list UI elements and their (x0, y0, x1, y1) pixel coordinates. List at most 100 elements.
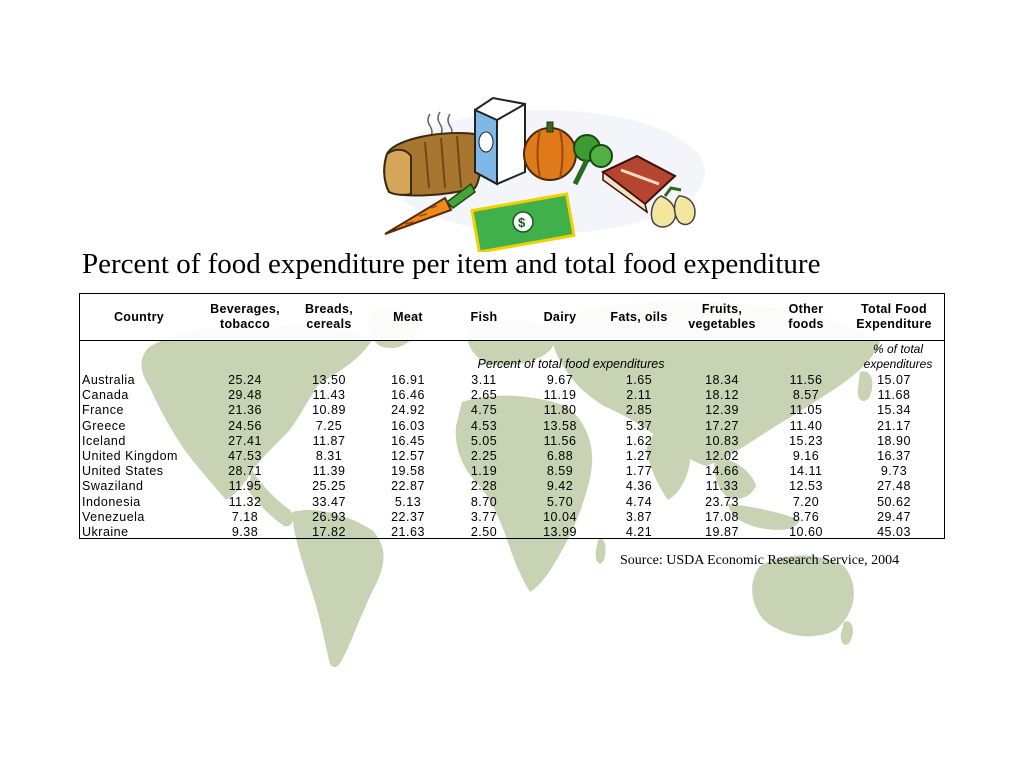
country-cell: France (82, 403, 124, 418)
value-cell: 11.56 (543, 433, 577, 448)
value-cell: 27.48 (877, 479, 911, 494)
value-cell: 2.28 (470, 479, 498, 494)
value-cell: 1.27 (625, 448, 653, 463)
value-cell: 11.39 (312, 464, 346, 479)
header-breads: Breads, cereals (305, 302, 353, 331)
svg-text:$: $ (518, 215, 526, 230)
value-cell: 13.58 (543, 418, 577, 433)
value-cell: 1.65 (625, 373, 653, 387)
pears-icon (650, 186, 696, 228)
value-cell: 6.88 (546, 448, 574, 463)
value-cell: 5.13 (394, 494, 422, 509)
value-cell: 33.47 (312, 494, 346, 509)
value-cell: 19.87 (705, 524, 739, 539)
north-america-shape (141, 325, 372, 500)
table-header-row: Country Beverages, tobacco Breads, cerea… (80, 294, 944, 341)
food-expenditure-table: Country Beverages, tobacco Breads, cerea… (79, 293, 945, 539)
total-unit-note: % of total expenditures (852, 342, 944, 372)
value-cell: 15.07 (877, 373, 911, 387)
value-cell: 2.11 (626, 388, 652, 403)
header-meat: Meat (393, 309, 423, 324)
value-cell: 9.16 (792, 448, 820, 463)
value-cell: 4.53 (470, 418, 498, 433)
value-cell: 29.48 (228, 388, 262, 403)
value-cell: 11.95 (228, 479, 262, 494)
value-cell: 25.24 (228, 373, 262, 387)
value-cell: 13.50 (312, 373, 346, 387)
country-cell: Australia (82, 373, 136, 387)
country-cell: United Kingdom (82, 448, 178, 463)
value-cell: 18.34 (705, 373, 739, 387)
value-cell: 2.85 (625, 403, 653, 418)
value-cell: 8.59 (546, 464, 574, 479)
dollar-bill-icon: $ (470, 192, 576, 252)
value-cell: 10.89 (312, 403, 346, 418)
table-row: Australia 25.24 13.50 16.91 3.11 9.67 1.65 18.3… (80, 373, 944, 388)
value-cell: 16.37 (877, 448, 911, 463)
asia-shape (550, 301, 880, 466)
meat-icon (601, 154, 677, 214)
percent-subheader: Percent of total food expenditures (477, 357, 665, 371)
indonesia-shape (728, 504, 800, 530)
value-cell: 1.62 (625, 433, 653, 448)
value-cell: 11.05 (789, 403, 823, 418)
value-cell: 50.62 (877, 494, 911, 509)
value-cell: 18.90 (877, 433, 911, 448)
value-cell: 1.19 (470, 464, 498, 479)
south-america-shape (292, 510, 384, 668)
country-cell: Ukraine (82, 524, 129, 539)
value-cell: 3.11 (471, 373, 497, 387)
value-cell: 8.57 (792, 388, 820, 403)
value-cell: 11.68 (877, 388, 911, 403)
value-cell: 16.46 (391, 388, 425, 403)
country-cell: Swaziland (82, 479, 144, 494)
value-cell: 12.57 (391, 448, 425, 463)
table-row: Venezuela 7.18 26.93 22.37 3.77 10.04 3.87 17.0… (80, 510, 944, 525)
value-cell: 24.92 (391, 403, 425, 418)
value-cell: 12.53 (789, 479, 823, 494)
value-cell: 28.71 (228, 464, 262, 479)
source-note: Source: USDA Economic Research Service, … (620, 553, 900, 568)
table-row: Swaziland 11.95 25.25 22.87 2.28 9.42 4.36 11.3… (80, 479, 944, 494)
india-shape (646, 432, 690, 500)
header-beverages: Beverages, tobacco (210, 302, 280, 331)
value-cell: 16.91 (391, 373, 425, 387)
value-cell: 5.70 (546, 494, 574, 509)
value-cell: 15.23 (789, 433, 823, 448)
value-cell: 18.12 (705, 388, 739, 403)
value-cell: 22.87 (391, 479, 425, 494)
value-cell: 26.93 (312, 509, 346, 524)
value-cell: 10.04 (543, 509, 577, 524)
value-cell: 10.83 (705, 433, 739, 448)
value-cell: 9.38 (231, 524, 259, 539)
value-cell: 1.77 (625, 464, 653, 479)
table-row: United Kingdom 47.53 8.31 12.57 2.25 6.88 1.27… (80, 449, 944, 464)
country-cell: Canada (82, 388, 129, 403)
header-dairy: Dairy (543, 309, 577, 324)
value-cell: 7.25 (315, 418, 343, 433)
table-row: Canada 29.48 11.43 16.46 2.65 11.19 2.11 18.12 8… (80, 388, 944, 403)
africa-shape (455, 395, 593, 592)
value-cell: 4.74 (625, 494, 653, 509)
value-cell: 14.66 (705, 464, 739, 479)
value-cell: 9.73 (880, 464, 908, 479)
header-fruits: Fruits, vegetables (688, 302, 756, 331)
value-cell: 29.47 (877, 509, 911, 524)
header-country: Country (113, 309, 164, 324)
slide-title: Percent of food expenditure per item and… (82, 248, 821, 280)
table-body: Australia 25.24 13.50 16.91 3.11 9.67 1.65 18.3… (80, 373, 944, 540)
value-cell: 17.27 (705, 418, 739, 433)
value-cell: 3.87 (625, 509, 653, 524)
value-cell: 15.34 (877, 403, 911, 418)
country-cell: Greece (82, 418, 126, 433)
value-cell: 8.31 (315, 448, 343, 463)
header-fats: Fats, oils (610, 309, 668, 324)
value-cell: 4.36 (625, 479, 653, 494)
value-cell: 11.80 (543, 403, 577, 418)
value-cell: 19.58 (391, 464, 425, 479)
value-cell: 11.33 (705, 479, 739, 494)
header-total: Total Food Expenditure (856, 302, 932, 331)
value-cell: 3.77 (470, 509, 498, 524)
value-cell: 17.08 (705, 509, 739, 524)
